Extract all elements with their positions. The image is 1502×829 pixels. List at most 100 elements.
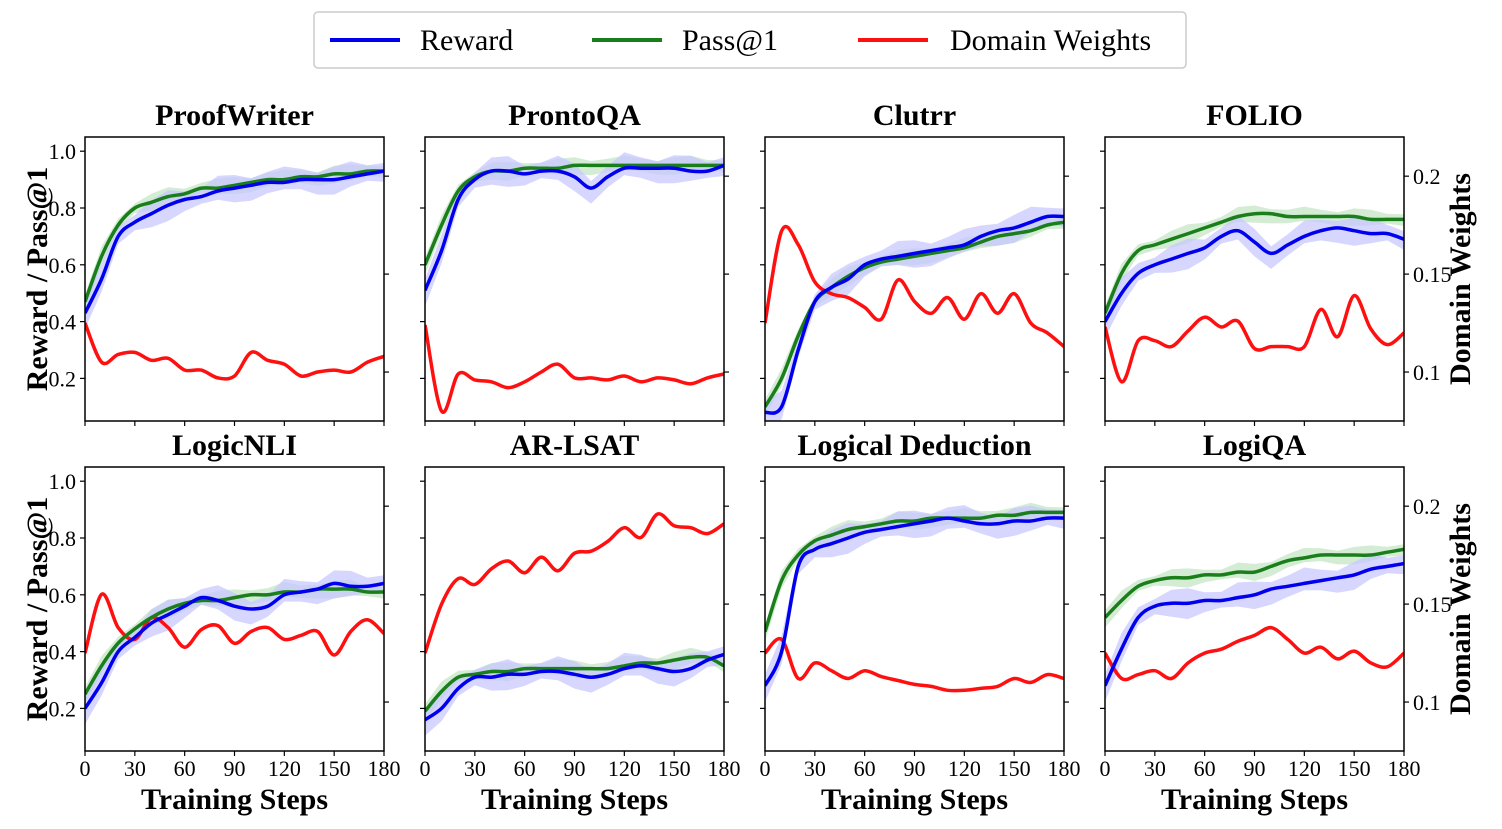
reward-line	[425, 163, 724, 292]
domain-weights-line	[1105, 625, 1404, 682]
reward-band	[1105, 215, 1404, 338]
plot-area	[425, 152, 724, 414]
reward-band	[85, 161, 384, 329]
panel-ar-lsat: AR-LSAT 0 30 60 90 120 150 180 Training Steps	[420, 429, 741, 816]
x-tick-label: 180	[708, 756, 741, 781]
reward-line	[85, 169, 384, 314]
reward-band	[85, 570, 384, 725]
x-tick-label: 30	[804, 756, 826, 781]
panel-title: ProofWriter	[155, 99, 314, 132]
legend-frame	[313, 11, 1187, 69]
y2-tick-label: 0.15	[1413, 592, 1452, 617]
y-axis-label-left: Reward / Pass@1	[21, 497, 54, 722]
x-tick-label: 150	[318, 756, 351, 781]
pass-at-1-line	[765, 510, 1064, 633]
panel-title: Clutrr	[873, 99, 956, 132]
y-tick-label: 0.8	[49, 196, 77, 221]
domain-weights-line	[765, 224, 1064, 348]
x-tick-label: 60	[514, 756, 536, 781]
pass-at-1-line	[1105, 211, 1404, 314]
reward-line	[1105, 561, 1404, 687]
x-tick-label: 60	[1194, 756, 1216, 781]
panel-proofwriter: ProofWriter 0.2 0.4 0.6 0.8 1.0 Reward / Pass@…	[21, 99, 389, 426]
panel-frame	[424, 466, 725, 752]
x-axis-label: Training Steps	[141, 783, 328, 816]
panel-title: LogiQA	[1203, 429, 1307, 462]
x-tick-label: 90	[224, 756, 246, 781]
x-tick-label: 90	[1244, 756, 1266, 781]
pass-at-1-line	[85, 587, 384, 696]
reward-line	[1105, 226, 1404, 323]
panel-frame	[764, 136, 1065, 422]
panel-prontoqa: ProntoQA	[420, 99, 729, 426]
y2-tick-label: 0.2	[1413, 494, 1441, 519]
pass-at-1-line	[425, 654, 724, 713]
x-tick-label: 180	[368, 756, 401, 781]
x-tick-label: 0	[1100, 756, 1111, 781]
reward-band	[425, 152, 724, 307]
panel-frame	[1104, 136, 1405, 422]
panel-clutrr: Clutrr	[760, 99, 1069, 426]
panel-title: ProntoQA	[508, 99, 641, 132]
plot-area	[85, 161, 384, 381]
x-tick-label: 0	[420, 756, 431, 781]
reward-line	[765, 516, 1064, 687]
panel-title: LogicNLI	[172, 429, 297, 462]
x-tick-label: 30	[464, 756, 486, 781]
x-tick-label: 180	[1388, 756, 1421, 781]
y-tick-label: 1.0	[49, 469, 77, 494]
x-tick-label: 60	[854, 756, 876, 781]
domain-weights-line	[425, 512, 724, 654]
y-tick-label: 0.4	[49, 310, 77, 335]
legend: Reward Pass@1 Domain Weights	[313, 11, 1187, 69]
plot-area	[765, 206, 1064, 421]
x-axis-label: Training Steps	[821, 783, 1008, 816]
pass-at-1-line	[425, 163, 724, 266]
reward-line	[425, 652, 724, 722]
x-tick-label: 0	[80, 756, 91, 781]
x-tick-label: 0	[760, 756, 771, 781]
legend-label-pass: Pass@1	[682, 24, 778, 57]
y-tick-label: 0.2	[49, 696, 77, 721]
plot-area	[765, 502, 1064, 702]
x-tick-label: 120	[948, 756, 981, 781]
plot-area	[85, 570, 384, 725]
pass-at-1-line	[85, 169, 384, 303]
x-tick-label: 90	[904, 756, 926, 781]
x-tick-label: 150	[1338, 756, 1371, 781]
domain-weights-line	[85, 322, 384, 381]
domain-weights-line	[425, 324, 724, 414]
legend-label-weights: Domain Weights	[950, 24, 1151, 57]
y-tick-label: 0.6	[49, 583, 77, 608]
x-tick-label: 150	[998, 756, 1031, 781]
plot-area	[1105, 544, 1404, 702]
x-tick-label: 90	[564, 756, 586, 781]
domain-weights-line	[1105, 293, 1404, 384]
y2-tick-label: 0.2	[1413, 164, 1441, 189]
y-tick-label: 0.4	[49, 640, 77, 665]
y-tick-label: 0.8	[49, 526, 77, 551]
reward-band	[1105, 553, 1404, 702]
panel-folio: FOLIO 0.1 0.15 0.2 Domain Weights	[1100, 99, 1477, 426]
panels: ProofWriter 0.2 0.4 0.6 0.8 1.0 Reward / Pass@…	[21, 99, 1477, 816]
legend-label-reward: Reward	[420, 24, 513, 57]
y-axis-label-right: Domain Weights	[1444, 503, 1477, 715]
x-tick-label: 120	[608, 756, 641, 781]
y-axis-label-right: Domain Weights	[1444, 173, 1477, 385]
x-tick-label: 120	[268, 756, 301, 781]
x-tick-label: 180	[1048, 756, 1081, 781]
panel-title: AR-LSAT	[510, 429, 639, 462]
y2-tick-label: 0.1	[1413, 360, 1441, 385]
plot-area	[1105, 205, 1404, 384]
reward-line	[85, 581, 384, 710]
reward-band	[765, 505, 1064, 702]
reward-line	[765, 214, 1064, 415]
domain-weights-line	[765, 636, 1064, 693]
y-tick-label: 1.0	[49, 139, 77, 164]
reward-band	[425, 646, 724, 736]
panel-title: FOLIO	[1206, 99, 1303, 132]
panel-title: Logical Deduction	[797, 429, 1031, 462]
x-tick-label: 120	[1288, 756, 1321, 781]
pass-band	[1105, 544, 1404, 628]
